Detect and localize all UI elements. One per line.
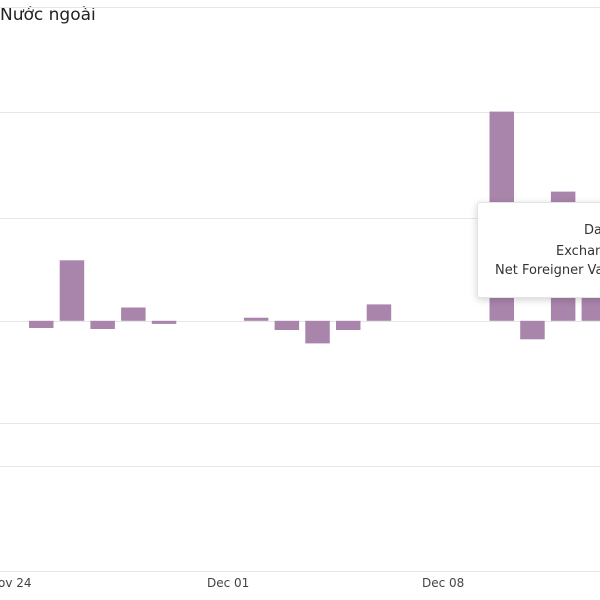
tooltip-exchange-label: Exchang — [556, 244, 600, 259]
bar[interactable] — [29, 320, 54, 328]
chart-title: Nước ngoài — [0, 5, 96, 25]
x-axis: ov 24 Dec 01 Dec 08 — [0, 576, 464, 590]
bar[interactable] — [59, 260, 85, 321]
bar[interactable] — [520, 320, 545, 340]
bar[interactable] — [274, 320, 300, 330]
bar[interactable] — [336, 320, 361, 330]
bar[interactable] — [151, 320, 177, 324]
x-tick-label: Dec 08 — [422, 576, 464, 590]
bar[interactable] — [243, 317, 269, 321]
grid-lines — [0, 7, 600, 572]
bar[interactable] — [90, 320, 115, 329]
bar[interactable] — [366, 304, 392, 321]
bar[interactable] — [121, 307, 146, 321]
x-tick-label: ov 24 — [0, 576, 32, 590]
tooltip: Da Exchang Net Foreigner Valu — [477, 202, 600, 298]
tooltip-date-label: Da — [584, 223, 600, 238]
tooltip-net-foreigner-value-label: Net Foreigner Valu — [495, 263, 600, 278]
x-tick-label: Dec 01 — [207, 576, 249, 590]
bar[interactable] — [305, 320, 330, 344]
